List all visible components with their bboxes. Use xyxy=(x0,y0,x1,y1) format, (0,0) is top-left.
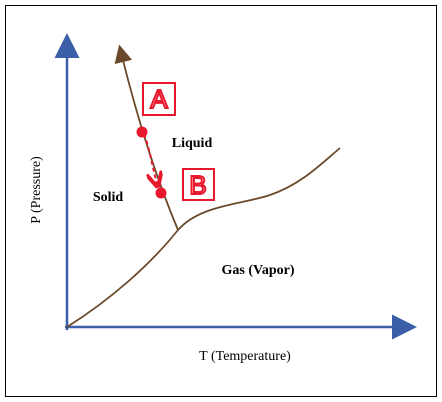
region-gas: Gas (Vapor) xyxy=(222,263,295,278)
box-a xyxy=(142,82,176,116)
vaporization-curve xyxy=(177,147,341,231)
box-b xyxy=(182,168,215,201)
y-axis-label: P (Pressure) xyxy=(29,156,44,224)
frame xyxy=(5,5,437,397)
region-solid: Solid xyxy=(93,190,124,205)
x-axis-label: T (Temperature) xyxy=(199,349,291,364)
sublimation-curve xyxy=(66,229,179,328)
process-arrow xyxy=(143,133,157,184)
point-a xyxy=(136,126,148,138)
region-liquid: Liquid xyxy=(172,136,213,151)
point-b xyxy=(155,187,167,199)
annotation-b: B xyxy=(189,170,206,200)
melting-curve xyxy=(114,44,179,231)
annotation-a: A xyxy=(150,84,168,114)
